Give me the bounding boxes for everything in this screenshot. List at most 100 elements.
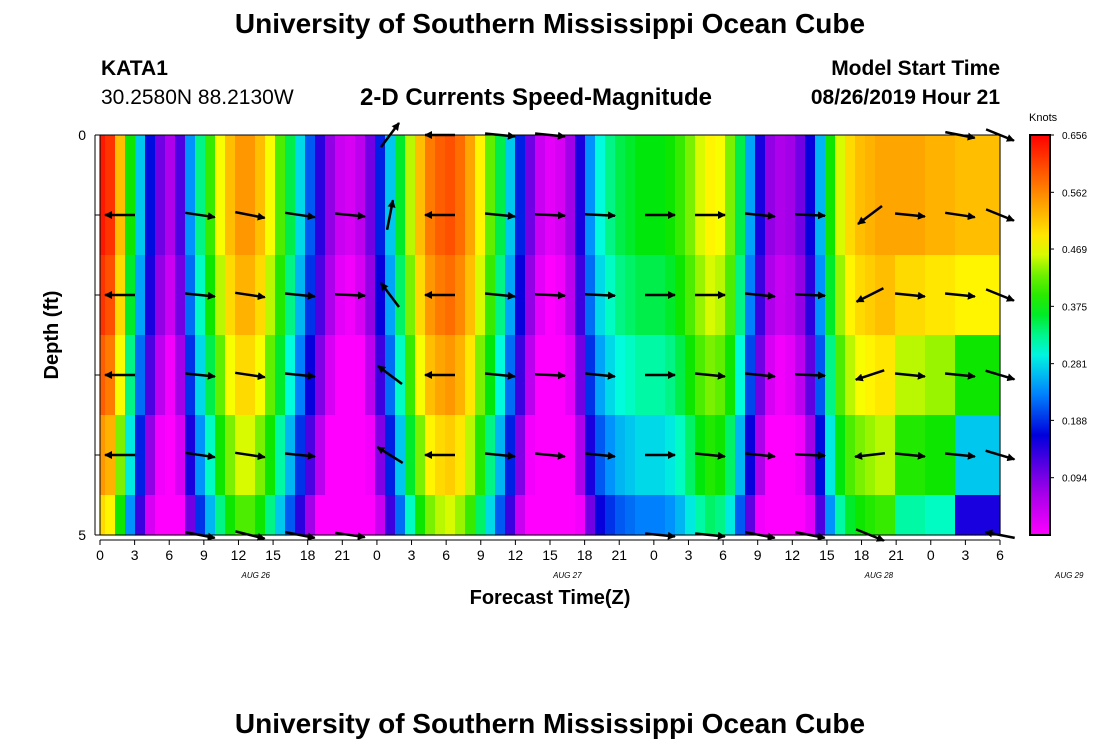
heatmap-cell bbox=[675, 135, 686, 176]
x-tick-label: 6 bbox=[719, 547, 727, 563]
heatmap-cell bbox=[335, 135, 346, 176]
heatmap-cell bbox=[485, 415, 496, 496]
current-vector bbox=[794, 291, 826, 300]
heatmap-cell bbox=[485, 335, 496, 416]
heatmap-cell bbox=[615, 135, 626, 176]
station-coordinates: 30.2580N 88.2130W bbox=[101, 86, 294, 109]
heatmap-cell bbox=[225, 495, 236, 536]
heatmap-cell bbox=[885, 415, 896, 496]
x-tick-label: 3 bbox=[685, 547, 693, 563]
heatmap-cell bbox=[745, 175, 756, 256]
heatmap-cell bbox=[195, 135, 206, 176]
x-tick-label: 21 bbox=[611, 547, 627, 563]
x-axis: 0 3 6 9 12 15 18 21 0 3 6 9 12 15 18 21 0 3 6 9 12 15 18 21 0 3 6 A… bbox=[96, 539, 1084, 580]
heatmap-cell bbox=[855, 135, 866, 176]
heatmap-cell bbox=[515, 135, 526, 176]
colorbar-tick-label: 0.188 bbox=[1062, 416, 1087, 427]
heatmap-cell bbox=[915, 495, 926, 536]
heatmap-cell bbox=[575, 495, 586, 536]
heatmap-cell bbox=[635, 335, 646, 416]
current-vector bbox=[945, 211, 976, 221]
heatmap-cell bbox=[625, 495, 636, 536]
heatmap-cell bbox=[635, 175, 646, 256]
heatmap-cell bbox=[175, 335, 186, 416]
heatmap-cell bbox=[575, 255, 586, 336]
heatmap-cell bbox=[715, 495, 726, 536]
heatmap-cell bbox=[475, 135, 486, 176]
heatmap-cell bbox=[475, 335, 486, 416]
heatmap-cell bbox=[735, 495, 746, 536]
heatmap-cell bbox=[275, 255, 286, 336]
heatmap-cell bbox=[285, 415, 296, 496]
heatmap-cell bbox=[855, 335, 866, 416]
heatmap-cell bbox=[925, 255, 936, 336]
heatmap-cell bbox=[135, 255, 146, 336]
heatmap-cell bbox=[255, 495, 266, 536]
heatmap-cell bbox=[215, 175, 226, 256]
heatmap-cell bbox=[965, 495, 976, 536]
heatmap-cell bbox=[345, 335, 356, 416]
heatmap-cell bbox=[875, 335, 886, 416]
heatmap-cell bbox=[685, 255, 696, 336]
heatmap-cell bbox=[475, 495, 486, 536]
x-tick-label: 12 bbox=[231, 547, 247, 563]
heatmap-cell bbox=[505, 135, 516, 176]
heatmap-cell bbox=[465, 175, 476, 256]
heatmap-cell bbox=[845, 415, 856, 496]
heatmap-cell bbox=[555, 495, 566, 536]
y-tick-label: 0 bbox=[78, 127, 86, 143]
heatmap-cell bbox=[585, 335, 596, 416]
heatmap-cell bbox=[775, 255, 786, 336]
heatmap-cell bbox=[885, 335, 896, 416]
page-title: University of Southern Mississippi Ocean… bbox=[234, 8, 866, 39]
heatmap-cell bbox=[855, 175, 866, 256]
current-vector bbox=[855, 287, 884, 303]
heatmap-cell bbox=[165, 175, 176, 256]
current-vector bbox=[854, 369, 885, 382]
heatmap-cell bbox=[965, 135, 976, 176]
colorbar-units-label: Knots bbox=[1029, 112, 1058, 124]
heatmap-cell bbox=[475, 175, 486, 256]
heatmap-cell bbox=[695, 415, 706, 496]
heatmap-cell bbox=[995, 135, 1001, 176]
current-vector bbox=[284, 451, 316, 460]
current-vector bbox=[584, 371, 616, 380]
heatmap-cell bbox=[825, 335, 836, 416]
heatmap-cell bbox=[805, 495, 816, 536]
heatmap-cell bbox=[775, 135, 786, 176]
heatmap-cell bbox=[565, 255, 576, 336]
heatmap-cell bbox=[755, 135, 766, 176]
heatmap-cell bbox=[165, 255, 176, 336]
current-vector bbox=[484, 291, 516, 300]
current-vector bbox=[857, 205, 883, 225]
x-tick-label: 6 bbox=[996, 547, 1004, 563]
heatmap-cell bbox=[725, 495, 736, 536]
heatmap-cell bbox=[225, 255, 236, 336]
heatmap-cell bbox=[825, 495, 836, 536]
heatmap-cell bbox=[775, 415, 786, 496]
colorbar-tick-label: 0.094 bbox=[1062, 474, 1087, 485]
heatmap-cell bbox=[175, 255, 186, 336]
heatmap-cell bbox=[645, 495, 656, 536]
x-tick-label: 9 bbox=[200, 547, 208, 563]
heatmap-cell bbox=[765, 495, 776, 536]
heatmap-cell bbox=[645, 135, 656, 176]
heatmap-cell bbox=[605, 495, 616, 536]
heatmap-cell bbox=[205, 495, 216, 536]
heatmap-cell bbox=[705, 135, 716, 176]
heatmap-cell bbox=[975, 415, 986, 496]
heatmap-cell bbox=[395, 255, 406, 336]
current-vector bbox=[235, 451, 266, 461]
current-vector bbox=[894, 211, 926, 220]
heatmap-cell bbox=[315, 495, 326, 536]
current-vector bbox=[584, 451, 616, 460]
heatmap-cell bbox=[575, 135, 586, 176]
current-vector bbox=[694, 371, 726, 380]
heatmap-cell bbox=[100, 175, 106, 256]
heatmap-cell bbox=[225, 415, 236, 496]
heatmap-cell bbox=[315, 335, 326, 416]
heatmap-cell bbox=[265, 135, 276, 176]
heatmap-cell bbox=[935, 335, 946, 416]
heatmap-cell bbox=[535, 495, 546, 536]
current-vector bbox=[534, 291, 566, 300]
